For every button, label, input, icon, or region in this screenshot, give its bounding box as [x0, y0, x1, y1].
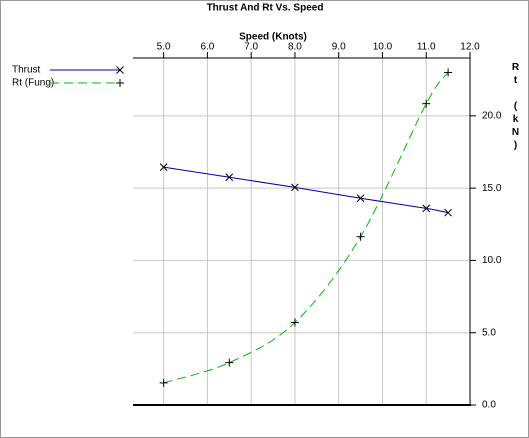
- x-tick-label: 6.0: [200, 42, 214, 53]
- x-tick-label: 7.0: [244, 42, 258, 53]
- point: [444, 208, 452, 217]
- marker-stroke: [444, 208, 452, 217]
- x-tick-label: 10.0: [373, 42, 393, 53]
- point: [356, 232, 365, 241]
- y-axis-label: Rt (kN): [510, 62, 521, 153]
- marker-stroke: [116, 66, 124, 74]
- x-tick-label: 5.0: [157, 42, 171, 53]
- point: [422, 204, 431, 213]
- x-tick-label: 11.0: [417, 42, 436, 53]
- marker-stroke: [291, 183, 299, 192]
- y-tick-label: 20.0: [482, 110, 502, 121]
- y-tick-label: 5.0: [482, 327, 496, 338]
- x-axis-label: Speed (Knots): [239, 32, 307, 43]
- y-tick-label: 0.0: [482, 400, 496, 411]
- legend-label: Thrust: [12, 65, 41, 76]
- point: [290, 318, 299, 327]
- y-tick-label: 10.0: [482, 255, 502, 266]
- marker-stroke: [159, 163, 168, 172]
- x-tick-label: 12.0: [460, 42, 480, 53]
- legend-marker: [116, 79, 124, 87]
- legend-marker: [116, 66, 124, 74]
- x-tick-label: 8.0: [288, 42, 302, 53]
- point: [291, 183, 299, 192]
- point: [444, 68, 453, 77]
- marker-stroke: [225, 173, 234, 182]
- y-tick-label: 15.0: [482, 183, 502, 194]
- point: [356, 194, 365, 203]
- point: [225, 173, 234, 182]
- x-tick-label: 9.0: [332, 42, 346, 53]
- point: [159, 378, 168, 387]
- marker-stroke: [356, 194, 365, 203]
- point: [159, 163, 168, 172]
- legend-label: Rt (Fung): [12, 78, 54, 89]
- point: [225, 358, 234, 367]
- chart-title: Thrust And Rt Vs. Speed: [207, 3, 324, 14]
- series-line: [163, 72, 449, 384]
- marker-stroke: [422, 204, 431, 213]
- point: [422, 99, 431, 108]
